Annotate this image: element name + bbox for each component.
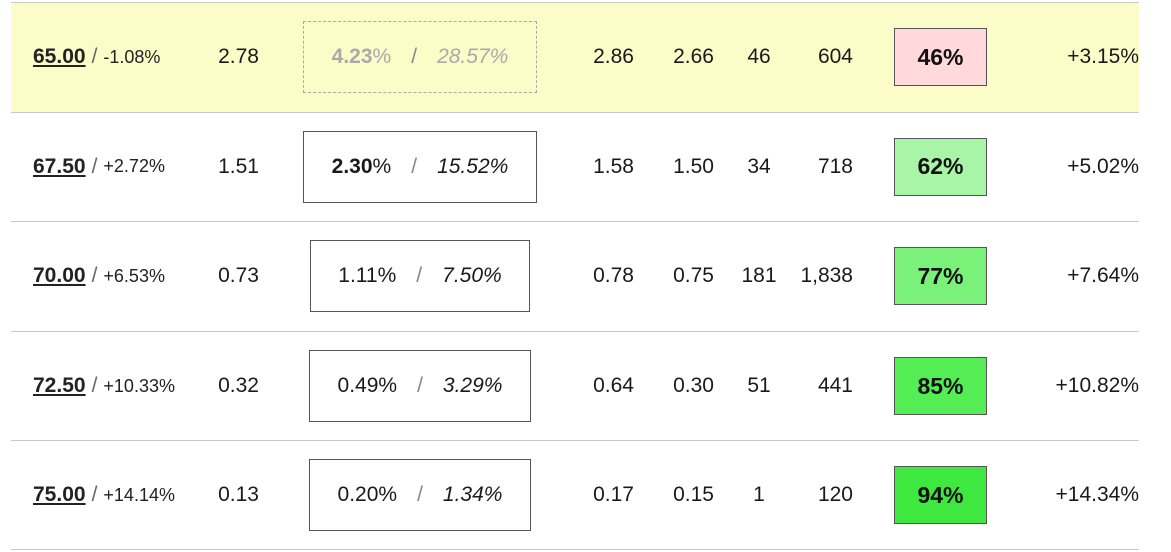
separator: /	[416, 264, 423, 288]
separator: /	[91, 483, 98, 507]
table-row[interactable]: 70.00 / +6.53% 0.73 1.11% / 7.50% 0.78 0…	[11, 221, 1139, 331]
annualized-return: 28.57%	[437, 45, 509, 69]
strike-percent-change: +10.33%	[103, 375, 175, 396]
ask-value: 0.30	[673, 374, 714, 398]
open-interest-value: 120	[817, 483, 853, 507]
return-if-called: +3.15%	[1067, 45, 1139, 69]
return-range-box: 1.11% / 7.50%	[310, 240, 530, 313]
bid-value: 0.17	[593, 483, 634, 507]
return-percent: 2.30%	[331, 154, 392, 178]
strike-price-link[interactable]: 67.50	[33, 154, 86, 178]
volume-value: 51	[747, 374, 771, 398]
ask-value: 1.50	[673, 154, 714, 178]
ask-value: 2.66	[673, 45, 714, 69]
return-if-called: +7.64%	[1067, 264, 1139, 288]
strike-percent-change: -1.08%	[103, 46, 161, 67]
return-range-box: 2.30% / 15.52%	[303, 130, 537, 203]
probability-badge: 94%	[894, 466, 987, 525]
return-if-called: +10.82%	[1055, 374, 1140, 398]
open-interest-value: 1,838	[800, 264, 853, 288]
strike-price-link[interactable]: 72.50	[33, 374, 86, 398]
open-interest-value: 604	[817, 45, 853, 69]
strike-cell: 67.50 / +2.72%	[33, 113, 165, 222]
return-percent: 1.11%	[338, 264, 397, 288]
ask-value: 0.75	[673, 264, 714, 288]
probability-badge: 62%	[894, 137, 987, 196]
strike-price-link[interactable]: 75.00	[33, 483, 86, 507]
options-table: 65.00 / -1.08% 2.78 4.23% / 28.57% 2.86 …	[11, 2, 1139, 550]
open-interest-value: 441	[817, 374, 853, 398]
separator: /	[91, 374, 98, 398]
strike-price-link[interactable]: 65.00	[33, 45, 86, 69]
strike-percent-change: +14.14%	[103, 484, 175, 505]
option-price: 0.13	[218, 483, 259, 507]
bid-value: 1.58	[593, 154, 634, 178]
option-price: 0.32	[218, 374, 259, 398]
table-row[interactable]: 65.00 / -1.08% 2.78 4.23% / 28.57% 2.86 …	[11, 2, 1139, 112]
table-row[interactable]: 75.00 / +14.14% 0.13 0.20% / 1.34% 0.17 …	[11, 440, 1139, 550]
separator: /	[417, 483, 423, 507]
bid-value: 2.86	[593, 45, 634, 69]
separator: /	[411, 45, 418, 69]
volume-value: 34	[747, 154, 771, 178]
return-if-called: +5.02%	[1067, 154, 1139, 178]
separator: /	[417, 374, 423, 398]
volume-value: 1	[753, 483, 765, 507]
option-price: 2.78	[218, 45, 259, 69]
annualized-return: 3.29%	[442, 374, 503, 398]
option-price: 1.51	[218, 154, 259, 178]
open-interest-value: 718	[817, 154, 853, 178]
strike-price-link[interactable]: 70.00	[33, 264, 86, 288]
strike-cell: 75.00 / +14.14%	[33, 441, 175, 549]
strike-cell: 72.50 / +10.33%	[33, 332, 175, 441]
table-row[interactable]: 67.50 / +2.72% 1.51 2.30% / 15.52% 1.58 …	[11, 111, 1139, 222]
return-percent: 4.23%	[331, 45, 392, 69]
strike-percent-change: +2.72%	[103, 156, 165, 177]
annualized-return: 15.52%	[437, 154, 509, 178]
separator: /	[411, 154, 418, 178]
return-range-box: 0.49% / 3.29%	[309, 350, 531, 423]
annualized-return: 7.50%	[442, 264, 502, 288]
probability-badge: 77%	[894, 247, 987, 306]
strike-percent-change: +6.53%	[103, 265, 165, 286]
bid-value: 0.64	[593, 374, 634, 398]
return-if-called: +14.34%	[1055, 483, 1140, 507]
option-price: 0.73	[218, 264, 259, 288]
strike-cell: 70.00 / +6.53%	[33, 222, 165, 331]
return-range-box: 4.23% / 28.57%	[303, 21, 537, 94]
separator: /	[91, 154, 98, 178]
table-row[interactable]: 72.50 / +10.33% 0.32 0.49% / 3.29% 0.64 …	[11, 330, 1140, 441]
bid-value: 0.78	[593, 264, 634, 288]
return-range-box: 0.20% / 1.34%	[309, 459, 531, 532]
volume-value: 181	[741, 264, 777, 288]
return-percent: 0.49%	[337, 374, 398, 398]
return-percent: 0.20%	[337, 483, 398, 507]
separator: /	[91, 45, 98, 69]
ask-value: 0.15	[673, 483, 714, 507]
annualized-return: 1.34%	[442, 483, 503, 507]
strike-cell: 65.00 / -1.08%	[33, 3, 160, 112]
separator: /	[91, 264, 98, 288]
volume-value: 46	[747, 45, 771, 69]
probability-badge: 46%	[894, 28, 987, 87]
probability-badge: 85%	[894, 357, 987, 416]
